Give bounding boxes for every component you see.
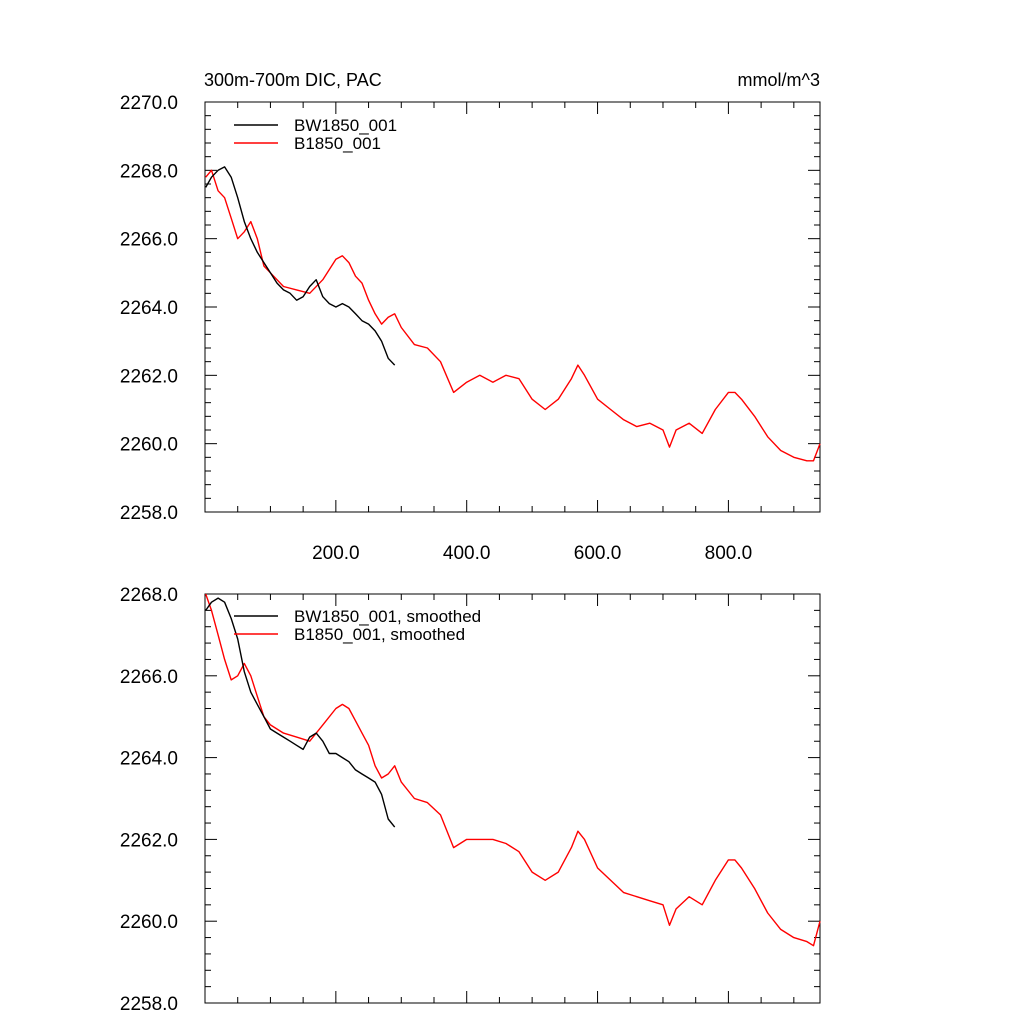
y-tick-label: 2258.0 bbox=[120, 994, 178, 1015]
y-tick-label: 2260.0 bbox=[120, 435, 178, 456]
x-tick-label: 600.0 bbox=[574, 543, 622, 564]
panel-bottom: 2258.0 2260.0 2262.0 2264.0 2266.0 2268.0 BW18… bbox=[120, 585, 821, 1015]
series-line-b1850 bbox=[205, 169, 821, 462]
legend-label: B1850_001 bbox=[294, 134, 381, 153]
series-line-bw1850 bbox=[205, 166, 396, 366]
y-tick-label: 2270.0 bbox=[120, 93, 178, 114]
chart-title: 300m-700m DIC, PAC bbox=[204, 70, 382, 90]
legend-label: B1850_001, smoothed bbox=[294, 625, 465, 644]
legend-label: BW1850_001, smoothed bbox=[294, 607, 481, 626]
y-tick-label: 2264.0 bbox=[120, 749, 178, 770]
plot-area-bottom: 2258.0 2260.0 2262.0 2264.0 2266.0 2268.0 BW18… bbox=[120, 585, 821, 1015]
y-tick-label: 2260.0 bbox=[120, 912, 178, 933]
x-tick-label: 200.0 bbox=[312, 543, 360, 564]
y-tick-label: 2268.0 bbox=[120, 585, 178, 606]
y-tick-label: 2262.0 bbox=[120, 830, 178, 851]
y-tick-label: 2264.0 bbox=[120, 298, 178, 319]
plot-area-top: 2258.0 2260.0 2262.0 2264.0 2266.0 2268.0 2270… bbox=[120, 93, 821, 564]
y-tick-label: 2262.0 bbox=[120, 366, 178, 387]
series-line-bw1850 bbox=[205, 597, 396, 828]
y-tick-label: 2266.0 bbox=[120, 667, 178, 688]
y-tick-label: 2268.0 bbox=[120, 161, 178, 182]
panel-top: 300m-700m DIC, PAC mmol/m^3 2258.0 2260.0… bbox=[120, 70, 821, 564]
units-label: mmol/m^3 bbox=[738, 70, 820, 90]
plot-frame bbox=[204, 593, 821, 1004]
x-tick-label: 800.0 bbox=[705, 543, 753, 564]
y-tick-label: 2258.0 bbox=[120, 503, 178, 524]
series-line-b1850 bbox=[205, 593, 821, 947]
legend-label: BW1850_001 bbox=[294, 116, 397, 135]
plot-frame bbox=[204, 101, 821, 513]
x-tick-label: 400.0 bbox=[443, 543, 491, 564]
y-tick-label: 2266.0 bbox=[120, 230, 178, 251]
